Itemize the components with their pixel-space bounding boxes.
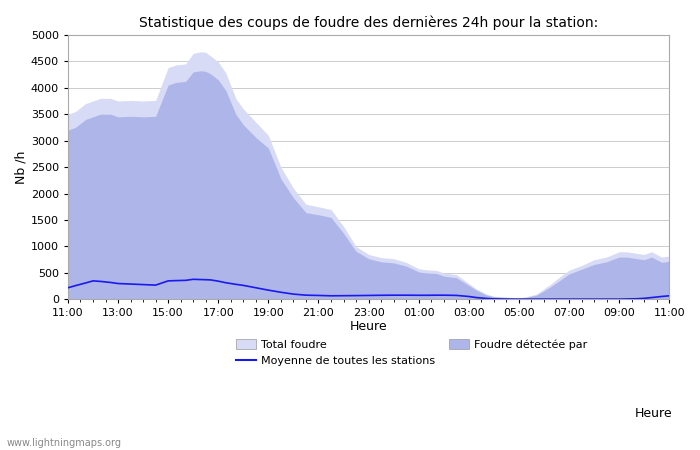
Legend: Total foudre, Moyenne de toutes les stations, Foudre détectée par: Total foudre, Moyenne de toutes les stat… <box>236 339 587 366</box>
X-axis label: Heure: Heure <box>350 320 387 333</box>
Title: Statistique des coups de foudre des dernières 24h pour la station:: Statistique des coups de foudre des dern… <box>139 15 598 30</box>
Text: Heure: Heure <box>634 407 672 420</box>
Text: www.lightningmaps.org: www.lightningmaps.org <box>7 438 122 448</box>
Y-axis label: Nb /h: Nb /h <box>15 150 28 184</box>
